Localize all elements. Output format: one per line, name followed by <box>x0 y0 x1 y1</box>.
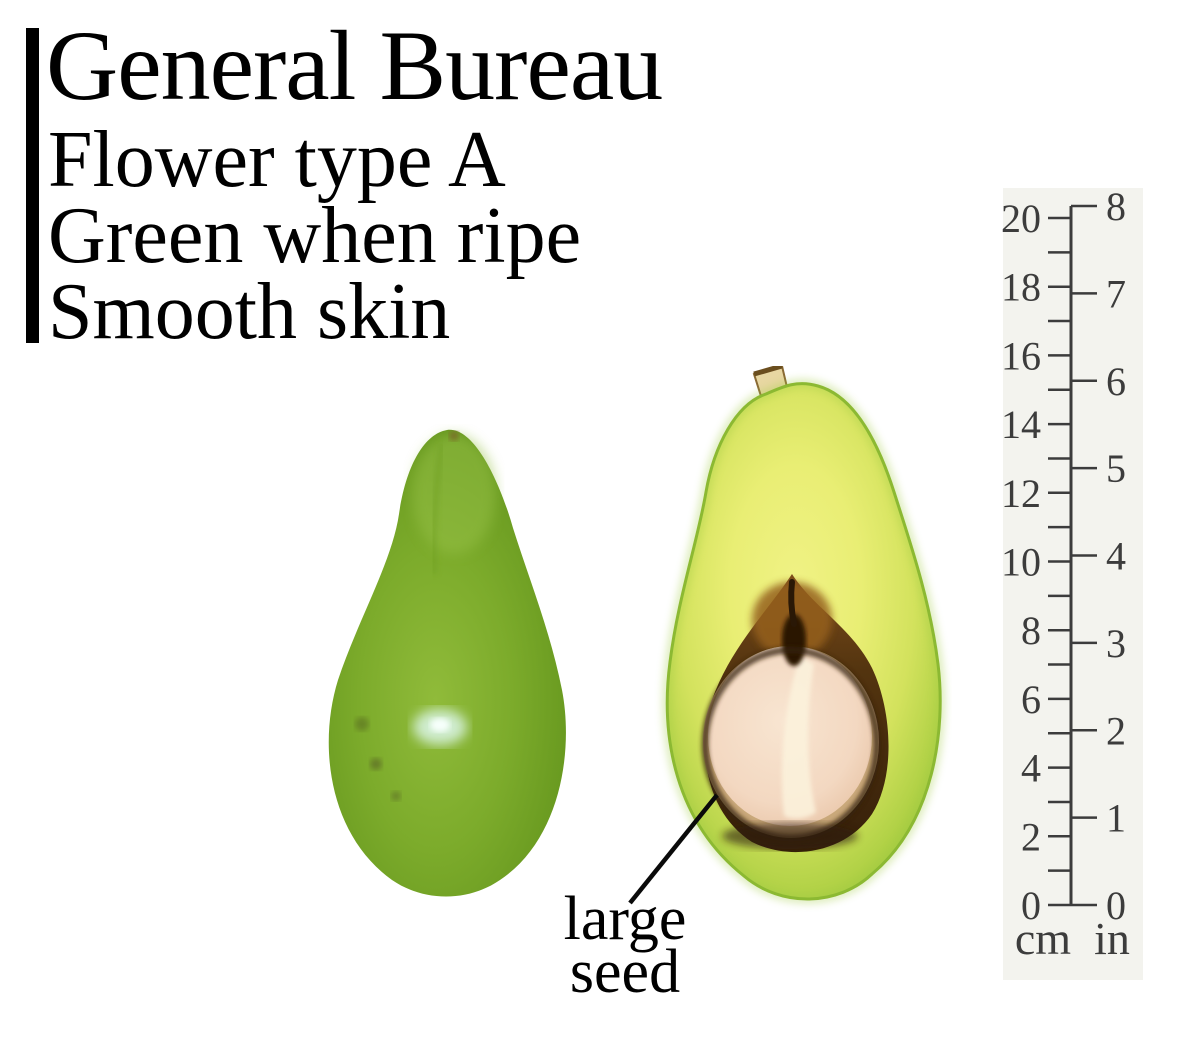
in-tick-label: 4 <box>1106 534 1126 579</box>
in-tick-label: 2 <box>1106 708 1126 753</box>
cavity-bottom-shadow <box>722 823 858 849</box>
in-unit-label: in <box>1094 913 1130 964</box>
in-tick-label: 6 <box>1106 359 1126 404</box>
seed-label-line2: seed <box>569 938 681 1006</box>
skin-rim <box>662 378 946 904</box>
trait-skin-texture: Smooth skin <box>48 268 451 356</box>
skin-highlight-core <box>430 718 450 732</box>
cm-tick-label: 12 <box>1001 471 1041 516</box>
skin-spot <box>355 717 369 731</box>
cm-tick-label: 0 <box>1021 883 1041 928</box>
cut-avocado-photo <box>662 366 946 904</box>
trait-flower-type: Flower type A <box>48 116 506 204</box>
stem-end-mark <box>449 431 459 441</box>
page-title: General Bureau <box>46 10 663 121</box>
cm-tick-label: 16 <box>1001 333 1041 378</box>
ruler-paper <box>1003 188 1143 980</box>
seed-highlight-streak <box>781 656 816 819</box>
in-tick-label: 0 <box>1106 883 1126 928</box>
in-tick-label: 1 <box>1106 796 1126 841</box>
accent-bar <box>26 28 39 343</box>
in-tick-label: 3 <box>1106 621 1126 666</box>
trait-list: Flower type A Green when ripe Smooth ski… <box>48 116 582 356</box>
whole-avocado-photo <box>328 429 566 897</box>
neck-sheen <box>412 434 496 554</box>
cm-tick-label: 20 <box>1001 196 1041 241</box>
neck-crease <box>430 443 445 575</box>
cm-tick-label: 6 <box>1021 677 1041 722</box>
cm-unit-label: cm <box>1015 913 1071 964</box>
stem-cut-top <box>753 366 783 377</box>
in-tick-label: 5 <box>1106 446 1126 491</box>
in-tick-label: 8 <box>1106 184 1126 229</box>
skin-spot <box>391 791 401 801</box>
cm-tick-label: 14 <box>1001 402 1041 447</box>
skin-spot <box>370 758 382 770</box>
cm-tick-label: 4 <box>1021 746 1041 791</box>
trait-ripe-color: Green when ripe <box>48 192 582 280</box>
whole-avocado-body <box>328 429 566 897</box>
cm-tick-label: 18 <box>1001 265 1041 310</box>
seed-label-line1: large <box>563 885 687 953</box>
embryo-stem-line <box>788 579 797 627</box>
seed-pointer-line <box>628 793 719 905</box>
cm-tick-label: 2 <box>1021 814 1041 859</box>
seed-label: large seed <box>522 885 728 1006</box>
cm-tick-label: 10 <box>1001 540 1041 585</box>
cm-tick-label: 8 <box>1021 608 1041 653</box>
in-tick-label: 7 <box>1106 271 1126 316</box>
